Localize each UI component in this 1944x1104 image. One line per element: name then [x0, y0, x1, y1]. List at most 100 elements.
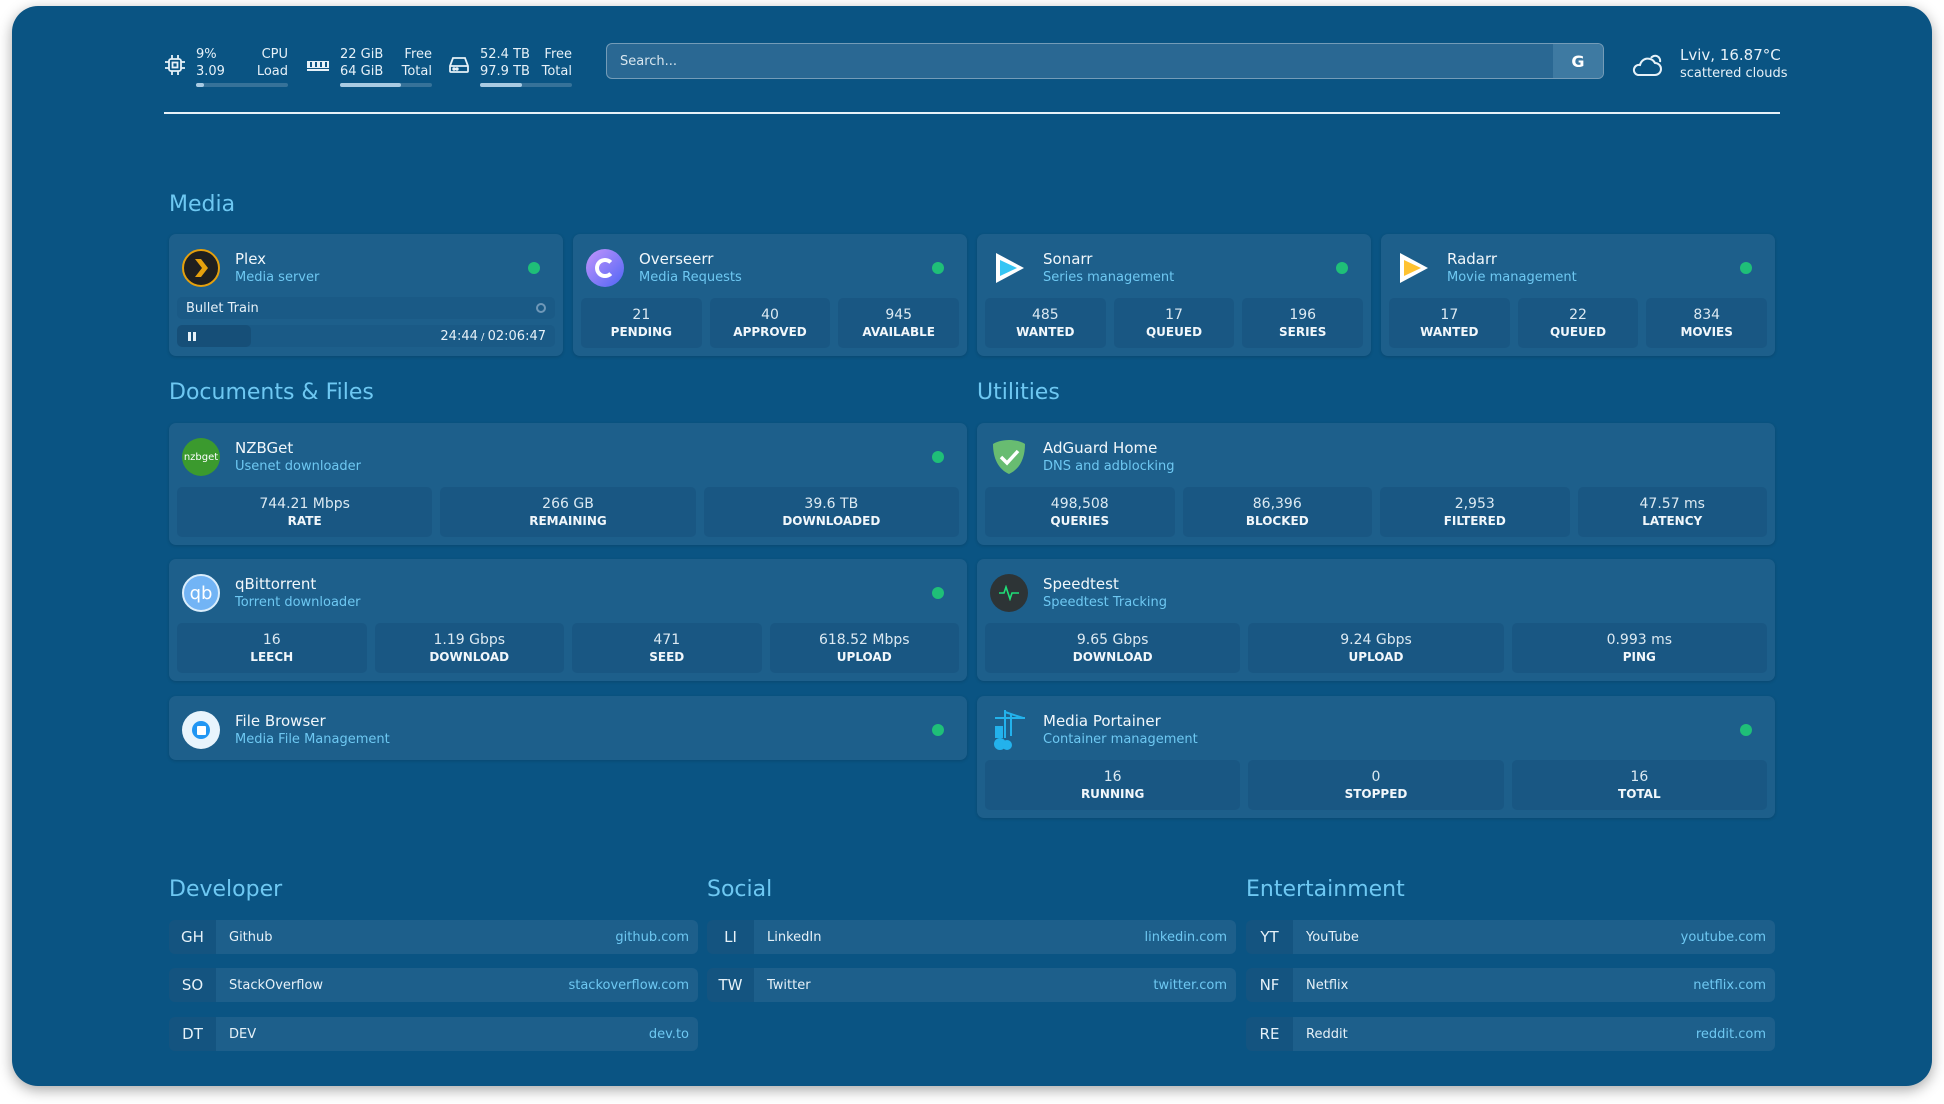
stat-block: 9.24 Gbps UPLOAD — [1248, 623, 1504, 673]
stat-block: 16 LEECH — [177, 623, 367, 673]
search-input[interactable] — [607, 44, 1553, 78]
service-card-nzbget[interactable]: nzbget NZBGet Usenet downloader 744.21 M… — [169, 423, 967, 545]
stat-label: APPROVED — [733, 325, 807, 339]
service-card-plex[interactable]: Plex Media server Bullet Train 24:44 / 0… — [169, 234, 563, 356]
plex-icon — [182, 249, 220, 287]
service-card-portainer[interactable]: Media Portainer Container management 16 R… — [977, 696, 1775, 818]
weather-widget[interactable]: Lviv, 16.87°C scattered clouds — [1630, 46, 1788, 82]
stat-block: 0.993 ms PING — [1511, 623, 1767, 673]
bookmark-social[interactable]: TW Twitter twitter.com — [707, 968, 1236, 1002]
service-name: AdGuard Home — [1043, 439, 1158, 457]
stat-block: 17 QUEUED — [1113, 298, 1235, 348]
radarr-icon — [1394, 249, 1432, 287]
weather-location-temp: Lviv, 16.87°C — [1680, 46, 1781, 64]
stat-label: SERIES — [1278, 325, 1327, 339]
stat-label: UPLOAD — [1348, 650, 1404, 664]
bookmark-entertainment[interactable]: NF Netflix netflix.com — [1246, 968, 1775, 1002]
stat-value: 39.6 TB — [804, 496, 859, 512]
stat-block: 0 STOPPED — [1248, 760, 1504, 810]
service-card-filebrowser[interactable]: File Browser Media File Management — [169, 696, 967, 760]
stat-value: 266 GB — [542, 496, 594, 512]
service-description: Container management — [1043, 732, 1198, 747]
cpu-icon — [165, 55, 185, 75]
group-heading-developer: Developer — [169, 877, 283, 902]
free-label: Free — [404, 47, 432, 62]
service-card-radarr[interactable]: Radarr Movie management 17 WANTED 22 QUEUED… — [1381, 234, 1775, 356]
settings-icon[interactable] — [536, 303, 546, 313]
stat-value: 0 — [1371, 769, 1381, 785]
stat-value: 744.21 Mbps — [259, 496, 350, 512]
group-heading-entertainment: Entertainment — [1246, 877, 1405, 902]
status-dot — [932, 587, 944, 599]
bookmark-url[interactable]: youtube.com — [1680, 929, 1766, 945]
stat-label: SEED — [649, 650, 685, 664]
sonarr-icon — [990, 249, 1028, 287]
stat-block: 39.6 TB DOWNLOADED — [703, 487, 959, 537]
bookmark-entertainment[interactable]: RE Reddit reddit.com — [1246, 1017, 1775, 1051]
bookmark-name: Reddit — [1306, 1026, 1348, 1042]
pause-icon[interactable] — [188, 331, 196, 341]
portainer-crane-icon — [990, 710, 1028, 750]
service-card-overseerr[interactable]: Overseerr Media Requests 21 PENDING 40 APPR… — [573, 234, 967, 356]
stat-block: 498,508 QUERIES — [985, 487, 1175, 537]
cpu-widget: 9% 3.09 CPU Load — [164, 46, 288, 90]
stat-label: RATE — [287, 514, 322, 528]
bookmark-abbr: NF — [1246, 968, 1293, 1002]
stat-label: WANTED — [1016, 325, 1075, 339]
adguard-shield-icon — [990, 438, 1028, 476]
stat-label: STOPPED — [1344, 787, 1408, 801]
status-dot — [528, 262, 540, 274]
service-card-qbittorrent[interactable]: qb qBittorrent Torrent downloader 16 LEEC… — [169, 559, 967, 681]
stat-value: 47.57 ms — [1639, 496, 1705, 512]
stat-value: 9.24 Gbps — [1340, 632, 1412, 648]
stat-block: 16 TOTAL — [1511, 760, 1767, 810]
service-description: Torrent downloader — [235, 595, 361, 610]
stat-label: QUEUED — [1549, 325, 1607, 339]
stat-block: 834 MOVIES — [1646, 298, 1768, 348]
bookmark-url[interactable]: github.com — [615, 929, 689, 945]
service-card-sonarr[interactable]: Sonarr Series management 485 WANTED 17 QUEU… — [977, 234, 1371, 356]
stat-value: 485 — [1031, 307, 1059, 323]
stat-block: 47.57 ms LATENCY — [1577, 487, 1767, 537]
stat-value: 196 — [1289, 307, 1317, 323]
bookmark-social[interactable]: LI LinkedIn linkedin.com — [707, 920, 1236, 954]
cpu-usage-bar — [196, 83, 288, 87]
cpu-usage: 9% — [196, 47, 217, 62]
stat-label: LATENCY — [1642, 514, 1703, 528]
stat-block: 40 APPROVED — [709, 298, 831, 348]
service-stats: 21 PENDING 40 APPROVED 945 AVAILABLE — [581, 298, 960, 348]
bookmark-developer[interactable]: SO StackOverflow stackoverflow.com — [169, 968, 698, 1002]
stat-value: 16 — [1103, 769, 1122, 785]
bookmark-url[interactable]: stackoverflow.com — [568, 977, 689, 993]
bookmark-url[interactable]: linkedin.com — [1144, 929, 1227, 945]
bookmark-abbr: YT — [1246, 920, 1293, 954]
service-description: Movie management — [1447, 270, 1577, 285]
bookmark-entertainment[interactable]: YT YouTube youtube.com — [1246, 920, 1775, 954]
stat-label: DOWNLOAD — [429, 650, 510, 664]
disk-widget: 52.4 TB 97.9 TB Free Total — [448, 46, 572, 90]
bookmark-name: DEV — [229, 1026, 257, 1042]
service-description: Series management — [1043, 270, 1175, 285]
service-stats: 485 WANTED 17 QUEUED 196 SERIES — [985, 298, 1364, 348]
memory-icon — [307, 61, 329, 71]
bookmark-developer[interactable]: DT DEV dev.to — [169, 1017, 698, 1051]
search-bar: G — [606, 43, 1604, 79]
memory-free: 22 GiB — [340, 47, 384, 62]
service-card-speedtest[interactable]: Speedtest Speedtest Tracking 9.65 Gbps DO… — [977, 559, 1775, 681]
search-provider-button[interactable]: G — [1553, 44, 1603, 78]
stat-block: 945 AVAILABLE — [838, 298, 960, 348]
stat-label: DOWNLOADED — [782, 514, 881, 528]
service-card-adguard[interactable]: AdGuard Home DNS and adblocking 498,508 Q… — [977, 423, 1775, 545]
stat-label: QUEUED — [1145, 325, 1203, 339]
bookmark-developer[interactable]: GH Github github.com — [169, 920, 698, 954]
service-name: Speedtest — [1043, 575, 1119, 593]
playback-position: 24:44 — [440, 328, 478, 344]
service-stats: 9.65 Gbps DOWNLOAD 9.24 Gbps UPLOAD 0.993 ms… — [985, 623, 1767, 673]
service-description: Usenet downloader — [235, 459, 361, 474]
bookmark-url[interactable]: netflix.com — [1693, 977, 1766, 993]
bookmark-url[interactable]: dev.to — [648, 1026, 689, 1042]
bookmark-url[interactable]: twitter.com — [1153, 977, 1227, 993]
bookmark-url[interactable]: reddit.com — [1695, 1026, 1766, 1042]
service-name: Media Portainer — [1043, 712, 1161, 730]
stat-block: 9.65 Gbps DOWNLOAD — [985, 623, 1241, 673]
